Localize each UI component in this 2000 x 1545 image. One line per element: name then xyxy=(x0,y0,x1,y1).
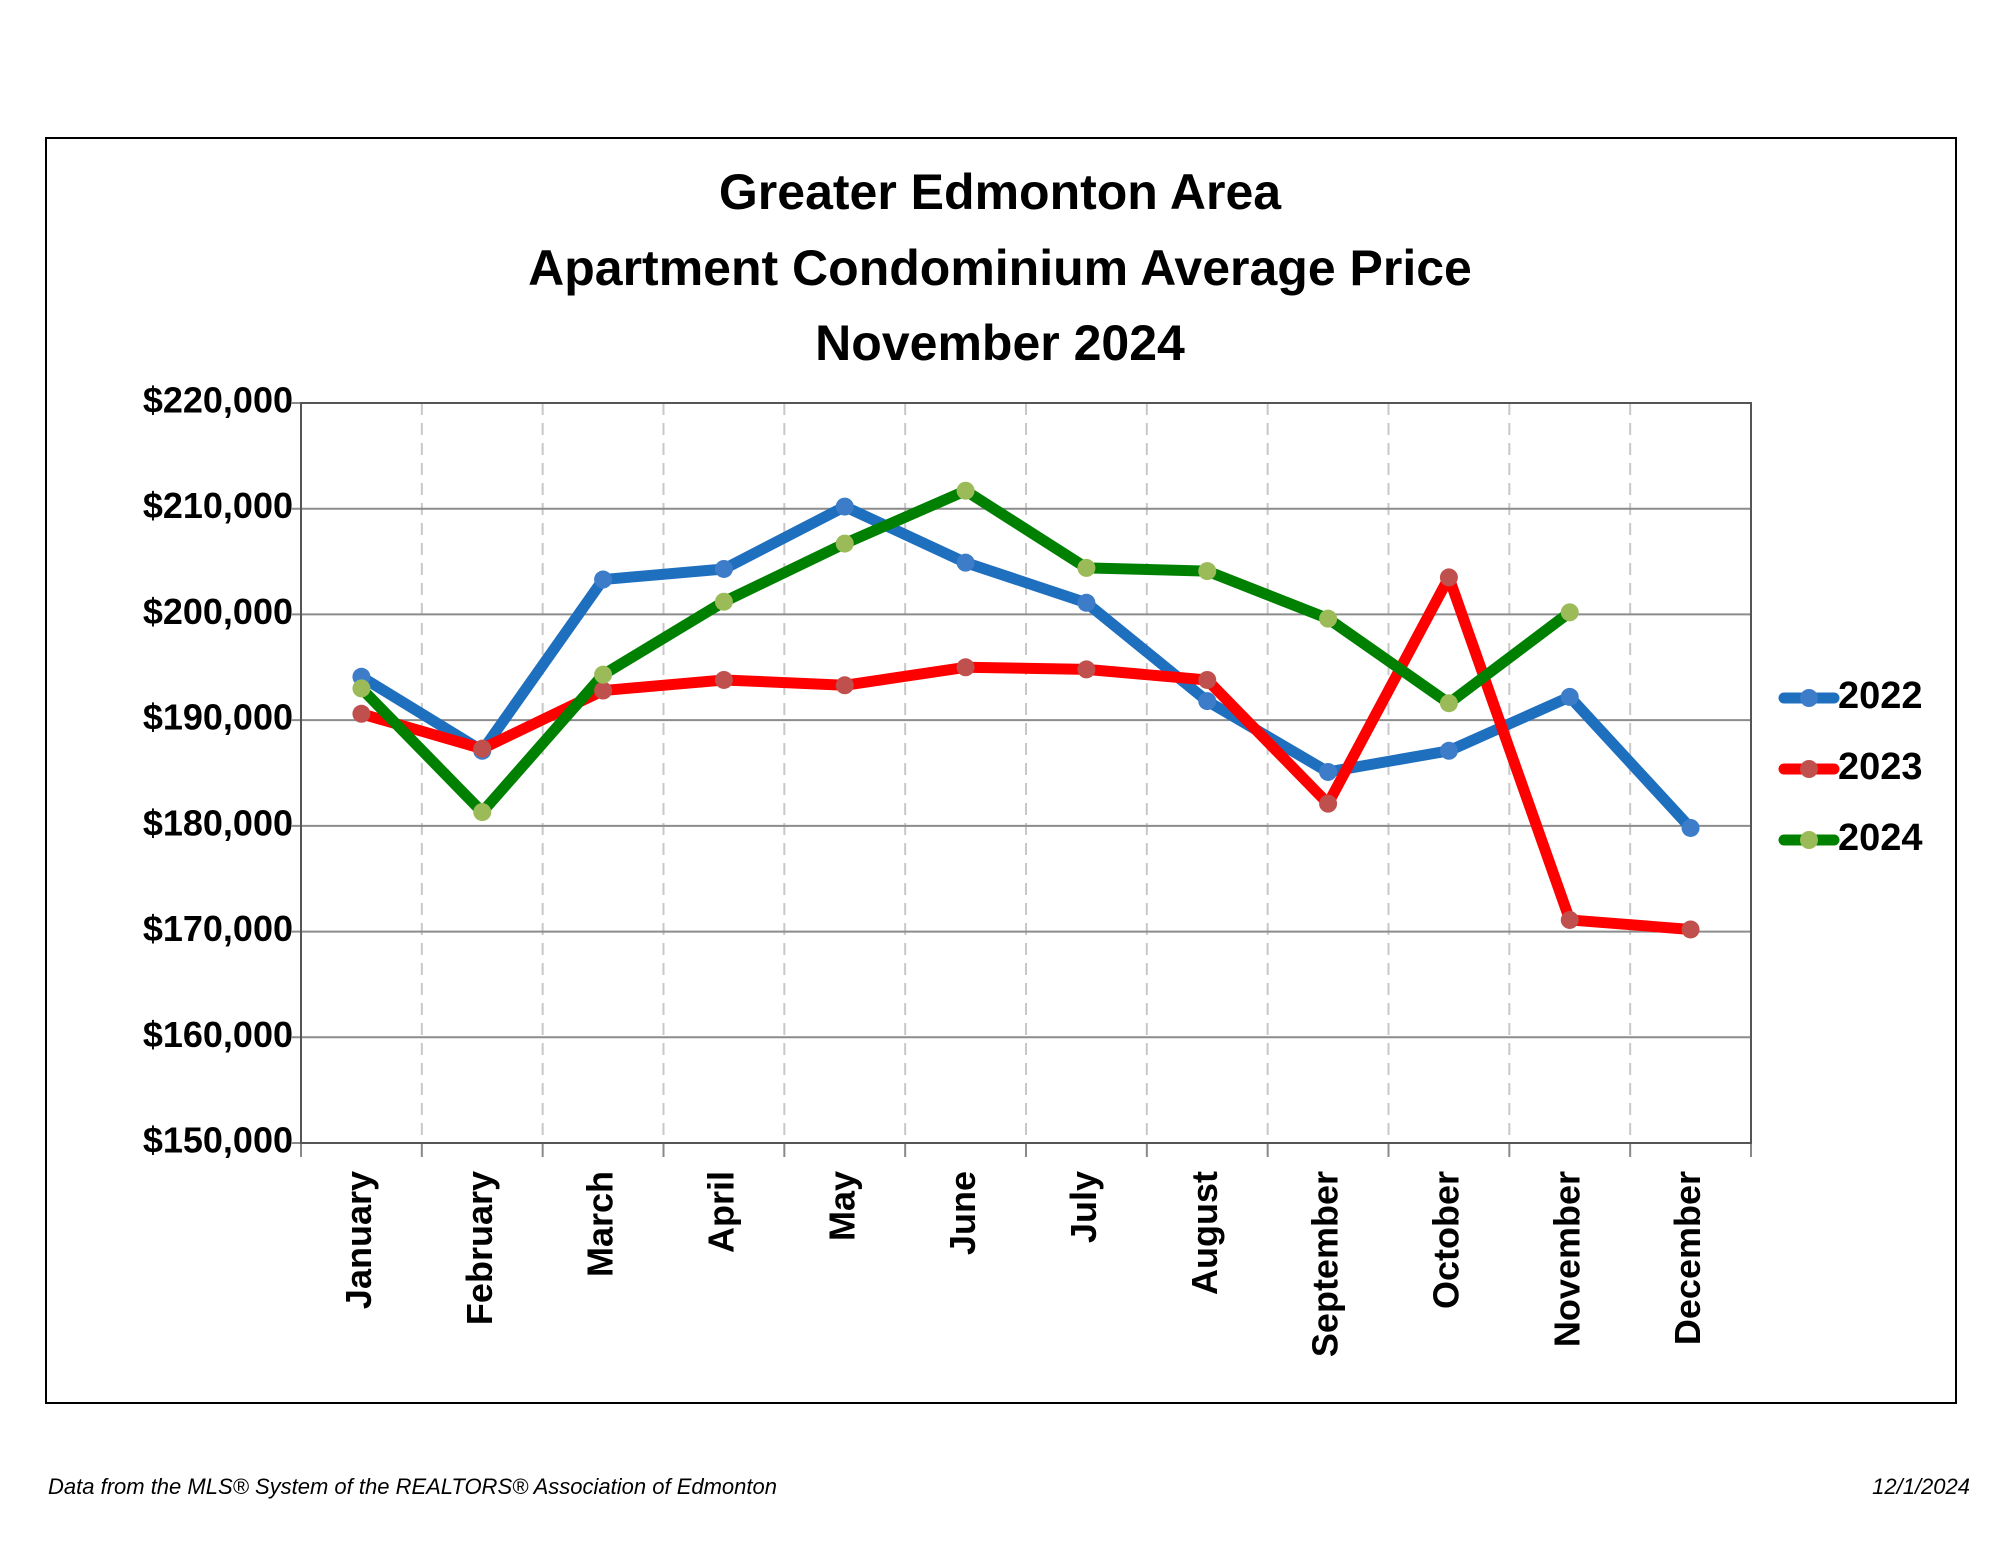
data-point xyxy=(714,559,733,578)
footer-source: Data from the MLS® System of the REALTOR… xyxy=(48,1474,777,1499)
chart-title: Apartment Condominium Average Price xyxy=(528,240,1472,296)
data-point xyxy=(1198,692,1217,711)
data-point xyxy=(1560,687,1579,706)
data-point xyxy=(1077,558,1096,577)
x-tick-label: December xyxy=(1667,1171,1708,1345)
x-tick-label: November xyxy=(1546,1171,1587,1347)
data-point xyxy=(1319,794,1338,813)
x-tick-label: September xyxy=(1305,1171,1346,1357)
x-tick-label: March xyxy=(580,1171,621,1277)
data-point xyxy=(714,592,733,611)
data-point xyxy=(1681,818,1700,837)
x-tick-label: May xyxy=(821,1171,862,1241)
x-tick-label: July xyxy=(1063,1171,1104,1243)
x-tick-label: October xyxy=(1425,1171,1466,1309)
x-tick-label: April xyxy=(700,1171,741,1253)
chart-title: Greater Edmonton Area xyxy=(719,164,1282,220)
footer-date: 12/1/2024 xyxy=(1872,1474,1970,1499)
data-point xyxy=(956,553,975,572)
data-point xyxy=(835,676,854,695)
data-point xyxy=(1198,670,1217,689)
y-tick-label: $190,000 xyxy=(143,697,293,738)
data-point xyxy=(1681,920,1700,939)
x-tick-label: January xyxy=(338,1171,379,1309)
data-point xyxy=(714,670,733,689)
legend-marker xyxy=(1800,831,1818,849)
y-tick-label: $200,000 xyxy=(143,591,293,632)
data-point xyxy=(594,570,613,589)
data-point xyxy=(1319,609,1338,628)
series-line xyxy=(355,501,1697,834)
legend-label: 2024 xyxy=(1838,817,1923,859)
legend-label: 2023 xyxy=(1838,746,1923,788)
y-tick-label: $220,000 xyxy=(143,380,293,421)
data-point xyxy=(594,665,613,684)
data-point xyxy=(1198,562,1217,581)
data-point xyxy=(473,803,492,822)
y-tick-label: $150,000 xyxy=(143,1120,293,1161)
legend-label: 2022 xyxy=(1838,675,1923,717)
data-point xyxy=(1077,660,1096,679)
x-tick-label: June xyxy=(942,1171,983,1255)
data-point xyxy=(352,679,371,698)
x-tick-label: August xyxy=(1184,1171,1225,1295)
data-point xyxy=(594,681,613,700)
data-point xyxy=(956,481,975,500)
data-point xyxy=(1439,568,1458,587)
data-point xyxy=(835,534,854,553)
x-tick-label: February xyxy=(459,1171,500,1325)
data-point xyxy=(1439,694,1458,713)
y-tick-label: $180,000 xyxy=(143,802,293,843)
data-point xyxy=(1560,603,1579,622)
data-point xyxy=(956,658,975,677)
data-point xyxy=(352,704,371,723)
legend-marker xyxy=(1800,760,1818,778)
plot-area xyxy=(300,402,1752,1144)
data-point xyxy=(473,739,492,758)
y-tick-label: $170,000 xyxy=(143,908,293,949)
data-point xyxy=(1560,910,1579,929)
legend-marker xyxy=(1800,689,1818,707)
y-tick-label: $210,000 xyxy=(143,485,293,526)
data-point xyxy=(1319,762,1338,781)
data-point xyxy=(1077,593,1096,612)
data-point xyxy=(835,497,854,516)
data-point xyxy=(1439,741,1458,760)
chart-title: November 2024 xyxy=(815,315,1185,371)
y-tick-label: $160,000 xyxy=(143,1014,293,1055)
